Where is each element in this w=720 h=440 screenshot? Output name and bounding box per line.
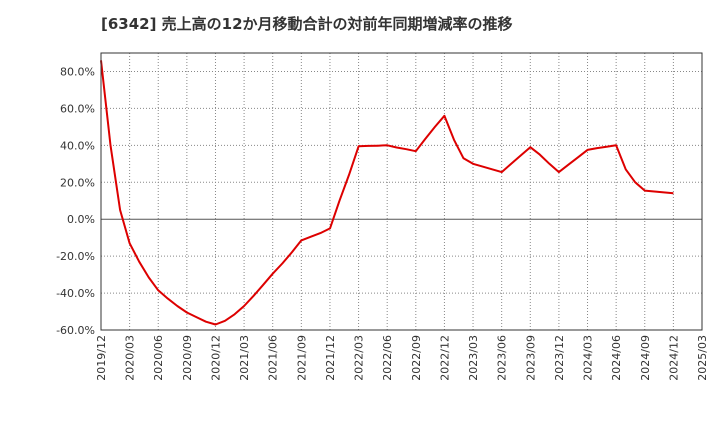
x-tick-label: 2024/03	[582, 335, 595, 381]
x-tick-label: 2023/03	[467, 335, 480, 381]
x-tick-labels: 2019/12 2020/03 2020/06 2020/09 2020/12 2021/…	[95, 335, 709, 381]
y-tick-label: 20.0%	[60, 176, 95, 189]
grid-lines	[100, 53, 703, 331]
x-tick-label: 2019/12	[95, 335, 108, 381]
x-tick-label: 2022/09	[410, 335, 423, 381]
x-tick-label: 2023/09	[524, 335, 537, 381]
x-tick-label: 2023/12	[553, 335, 566, 381]
x-tick-label: 2020/09	[181, 335, 194, 381]
x-tick-label: 2022/06	[381, 335, 394, 381]
x-tick-label: 2020/12	[209, 335, 222, 381]
x-tick-label: 2021/12	[324, 335, 337, 381]
x-tick-label: 2022/03	[353, 335, 366, 381]
y-tick-labels: -60.0% -40.0% -20.0% 0.0% 20.0% 40.0% 60.0% 80.…	[56, 65, 95, 337]
y-tick-label: -60.0%	[56, 324, 95, 337]
y-tick-label: 0.0%	[67, 213, 95, 226]
x-tick-label: 2021/06	[267, 335, 280, 381]
series-group	[100, 60, 674, 326]
y-tick-label: -40.0%	[56, 287, 95, 300]
x-tick-label: 2024/06	[610, 335, 623, 381]
y-tick-label: 80.0%	[60, 65, 95, 78]
x-tick-label: 2025/03	[696, 335, 709, 381]
y-tick-label: 60.0%	[60, 102, 95, 115]
x-tick-label: 2023/06	[496, 335, 509, 381]
x-tick-label: 2024/09	[639, 335, 652, 381]
x-tick-label: 2020/03	[124, 335, 137, 381]
x-tick-label: 2022/12	[438, 335, 451, 381]
x-tick-label: 2024/12	[667, 335, 680, 381]
x-tick-label: 2021/03	[238, 335, 251, 381]
y-tick-label: 40.0%	[60, 139, 95, 152]
plot-frame	[100, 52, 703, 331]
x-tick-label: 2020/06	[152, 335, 165, 381]
chart-title: [6342] 売上高の12か月移動合計の対前年同期増減率の推移	[101, 15, 513, 33]
y-tick-label: -20.0%	[56, 250, 95, 263]
series-line	[100, 60, 674, 326]
x-tick-label: 2021/09	[295, 335, 308, 381]
